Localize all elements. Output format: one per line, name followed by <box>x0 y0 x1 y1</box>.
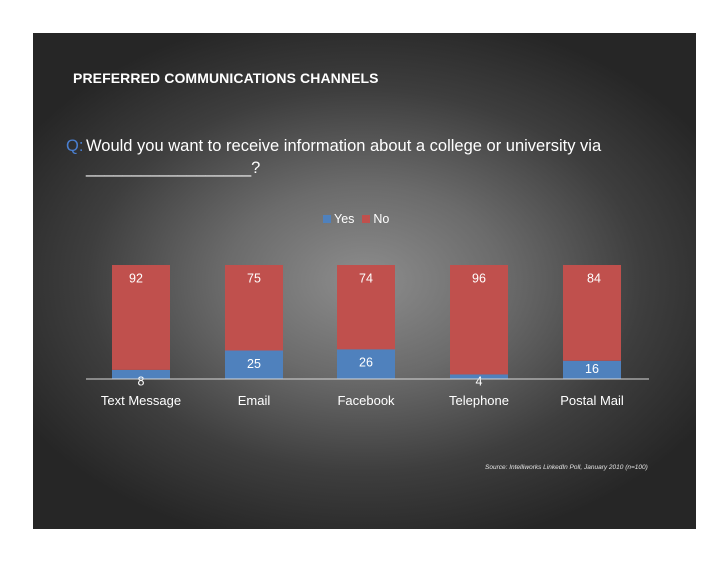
bar-yes <box>112 369 170 379</box>
bar-yes <box>563 360 621 379</box>
data-label-no: 96 <box>472 271 486 285</box>
bar-no <box>337 265 395 350</box>
data-label-yes: 25 <box>247 357 261 371</box>
legend-item-no: No <box>362 212 389 226</box>
data-label-no: 74 <box>359 271 373 285</box>
question-text: Would you want to receive information ab… <box>86 137 602 177</box>
bar-no <box>225 265 283 351</box>
data-label-no: 92 <box>129 271 143 285</box>
bar-yes <box>337 349 395 379</box>
bar-yes <box>450 374 508 379</box>
data-label-no: 75 <box>247 271 261 285</box>
data-label-yes: 26 <box>359 356 373 370</box>
legend-swatch-no <box>362 215 371 223</box>
bar-no <box>112 265 170 370</box>
legend-label-no: No <box>373 212 390 226</box>
data-label-yes: 4 <box>476 374 483 388</box>
data-label-yes: 16 <box>585 362 599 376</box>
chart-legend: Yes No <box>323 212 389 226</box>
category-label: Email <box>238 393 271 408</box>
slide: PREFERRED COMMUNICATIONS CHANNELS Q: Wou… <box>33 33 696 529</box>
category-label: Text Message <box>101 393 181 408</box>
bar-yes <box>225 350 283 379</box>
bar-no <box>450 265 508 375</box>
category-label: Telephone <box>449 393 509 408</box>
bar-no <box>563 265 621 361</box>
data-label-yes: 8 <box>138 374 145 388</box>
legend-swatch-yes <box>323 215 331 223</box>
question: Q: Would you want to receive information… <box>66 135 606 179</box>
category-label: Facebook <box>337 393 395 408</box>
legend-label-yes: Yes <box>334 212 355 226</box>
stacked-bar-chart: 8 92 Text Message 25 75 Email 26 74 Facebook 4 96 T… <box>86 265 649 408</box>
data-label-no: 84 <box>587 271 601 285</box>
legend-item-yes: Yes <box>323 212 354 226</box>
question-prefix: Q: <box>66 137 84 155</box>
category-label: Postal Mail <box>560 393 624 408</box>
slide-title: PREFERRED COMMUNICATIONS CHANNELS <box>73 70 379 86</box>
source-note: Source: Intelliworks LinkedIn Poll, Janu… <box>485 464 648 471</box>
